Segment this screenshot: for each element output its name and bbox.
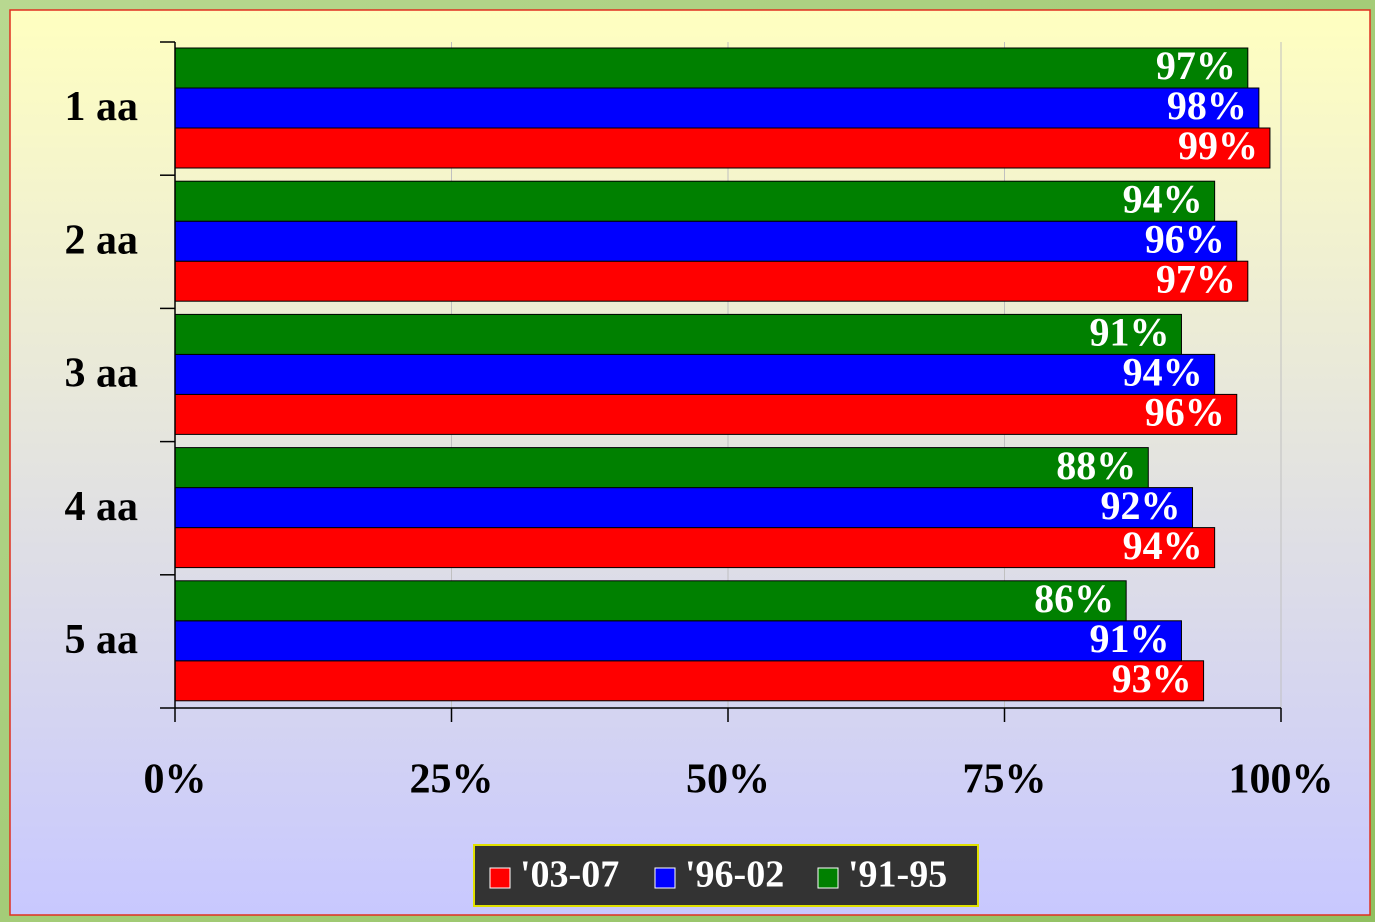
value-label: 88%	[1056, 443, 1136, 488]
y-tick-label: 1 aa	[65, 84, 139, 130]
bar	[174, 47, 1249, 89]
x-tick-label: 25%	[410, 757, 494, 803]
y-tick-label: 2 aa	[65, 217, 139, 263]
value-label: 94%	[1123, 523, 1203, 568]
bar	[174, 660, 1205, 702]
value-label: 94%	[1123, 176, 1203, 221]
value-label: 97%	[1156, 43, 1236, 88]
value-label: 92%	[1101, 483, 1181, 528]
value-label: 91%	[1089, 310, 1169, 355]
bar	[174, 127, 1271, 169]
bar	[174, 527, 1216, 569]
value-label: 94%	[1123, 350, 1203, 395]
value-label: 99%	[1178, 123, 1258, 168]
legend-label: '03-07	[520, 854, 619, 896]
legend-box	[473, 844, 979, 907]
bar	[174, 393, 1238, 435]
y-tick-label: 5 aa	[65, 617, 139, 663]
value-label: 91%	[1089, 616, 1169, 661]
value-label: 96%	[1145, 390, 1225, 435]
bar	[174, 620, 1182, 662]
bar	[174, 180, 1216, 222]
bar	[174, 353, 1216, 395]
y-tick-label: 3 aa	[65, 351, 139, 397]
legend-swatch	[654, 867, 676, 889]
value-label: 86%	[1034, 576, 1114, 621]
bar	[174, 487, 1194, 529]
bar	[174, 260, 1249, 302]
legend-swatch	[489, 867, 511, 889]
value-label: 97%	[1156, 256, 1236, 301]
value-label: 93%	[1112, 656, 1192, 701]
x-tick-label: 0%	[144, 757, 207, 803]
legend-label: '91-95	[848, 854, 947, 896]
x-tick-label: 50%	[686, 757, 770, 803]
value-label: 96%	[1145, 216, 1225, 261]
legend-label: '96-02	[685, 854, 784, 896]
bar	[174, 220, 1238, 262]
bar	[174, 447, 1149, 489]
value-label: 98%	[1167, 83, 1247, 128]
x-tick-label: 75%	[963, 757, 1047, 803]
x-tick-label: 100%	[1229, 757, 1334, 803]
legend-swatch	[817, 867, 839, 889]
bar	[174, 313, 1182, 355]
bar	[174, 87, 1260, 129]
bar	[174, 580, 1127, 622]
y-tick-label: 4 aa	[65, 484, 139, 530]
